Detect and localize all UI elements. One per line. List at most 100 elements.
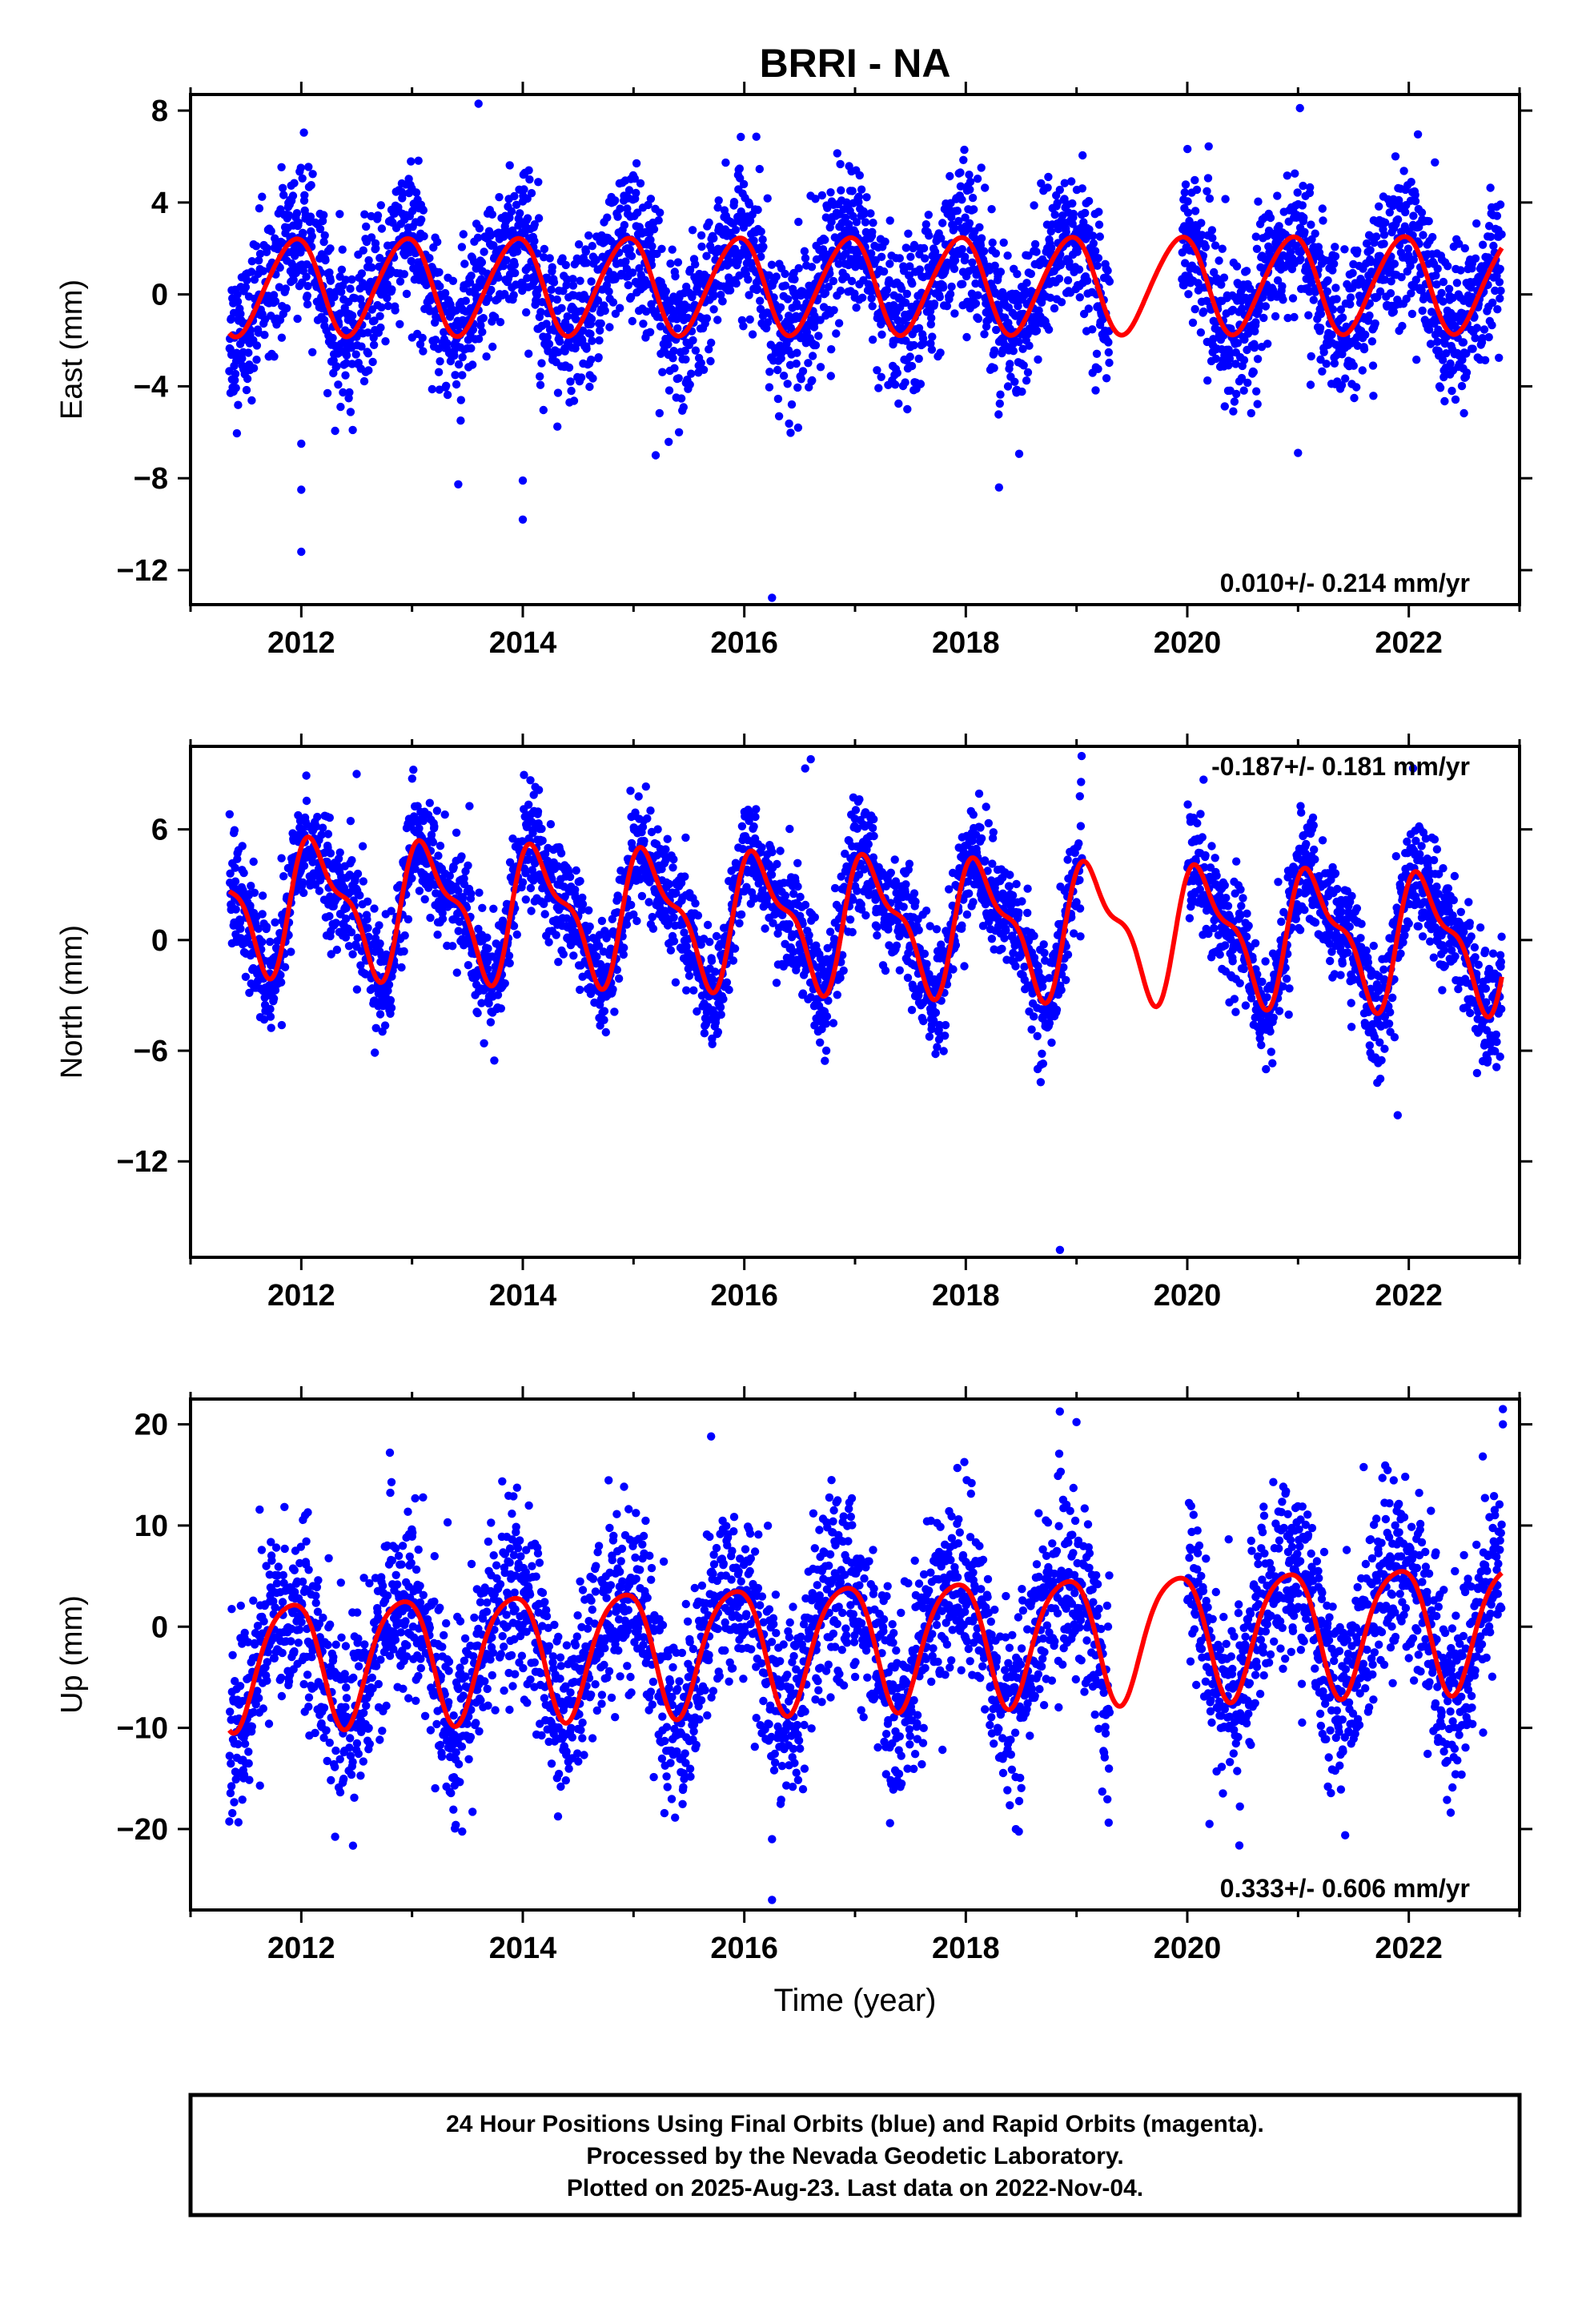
data-point	[975, 223, 984, 231]
data-point	[1331, 251, 1340, 261]
data-point	[1201, 243, 1211, 251]
data-point	[776, 303, 785, 312]
data-point	[916, 380, 926, 388]
data-point	[797, 375, 805, 384]
data-point	[255, 249, 265, 259]
data-point	[537, 824, 546, 834]
data-point	[714, 196, 723, 205]
data-point	[1330, 259, 1339, 268]
data-point	[334, 380, 343, 389]
data-point	[965, 171, 974, 179]
data-point	[458, 352, 467, 362]
data-point	[666, 259, 675, 268]
data-point	[1390, 259, 1399, 268]
data-point	[794, 217, 803, 227]
data-point	[402, 289, 412, 299]
data-point	[561, 260, 570, 270]
data-points	[225, 99, 1506, 602]
data-point	[689, 986, 698, 995]
data-point	[721, 158, 730, 167]
data-point	[857, 185, 866, 194]
data-point	[255, 204, 264, 213]
data-point	[536, 308, 545, 316]
data-point	[1215, 256, 1223, 265]
data-point	[1278, 282, 1287, 291]
data-point	[320, 231, 329, 240]
data-point	[270, 352, 279, 361]
data-point	[452, 968, 461, 977]
data-point	[756, 296, 765, 305]
data-point	[1197, 219, 1206, 227]
data-point	[994, 410, 1003, 419]
data-point	[1207, 226, 1217, 235]
data-point	[559, 950, 568, 959]
data-point	[560, 347, 569, 356]
data-point	[258, 192, 267, 201]
data-point	[536, 380, 545, 389]
data-point	[490, 1056, 499, 1065]
data-point	[909, 340, 918, 350]
data-point	[773, 394, 783, 404]
data-point	[238, 842, 247, 850]
data-point	[1318, 204, 1327, 213]
data-point	[1495, 353, 1504, 362]
data-point	[1484, 332, 1493, 342]
data-point	[1492, 211, 1502, 220]
data-point	[582, 344, 591, 353]
data-point	[709, 234, 718, 243]
data-point	[408, 874, 416, 883]
data-point	[977, 163, 986, 172]
data-point	[1254, 197, 1263, 206]
data-point	[380, 1021, 390, 1030]
data-point	[1409, 211, 1418, 220]
data-point	[236, 924, 245, 934]
data-point	[1298, 201, 1307, 210]
data-point	[502, 255, 511, 265]
data-point	[1306, 183, 1315, 192]
data-point	[1078, 151, 1087, 160]
data-point	[604, 287, 613, 296]
data-point	[1315, 324, 1325, 332]
data-point	[387, 1003, 396, 1012]
data-point	[990, 364, 998, 372]
data-point	[1044, 172, 1053, 182]
data-point	[1331, 243, 1339, 251]
data-point	[1239, 386, 1248, 395]
data-point	[981, 183, 990, 192]
data-point	[636, 179, 645, 188]
data-point	[707, 338, 716, 348]
data-point	[1249, 368, 1259, 376]
data-point	[1496, 200, 1505, 209]
data-point	[364, 366, 373, 375]
data-point	[1032, 247, 1041, 256]
data-point	[1399, 167, 1408, 175]
data-point	[958, 195, 966, 204]
data-point	[436, 282, 444, 291]
data-point	[996, 267, 1006, 276]
data-point	[1369, 392, 1378, 400]
data-point	[1075, 293, 1085, 302]
data-point	[342, 351, 351, 360]
data-point	[1032, 326, 1042, 336]
data-point	[581, 247, 590, 256]
data-point	[921, 254, 930, 263]
data-point	[748, 330, 757, 339]
data-point	[1348, 268, 1357, 278]
data-point	[1191, 175, 1199, 185]
data-point	[1472, 219, 1481, 228]
data-point	[1218, 244, 1227, 253]
data-point	[1433, 264, 1442, 273]
data-point	[284, 211, 294, 219]
data-point	[249, 364, 259, 372]
data-point	[848, 187, 857, 195]
data-point	[450, 351, 459, 360]
data-point	[1220, 402, 1230, 411]
data-point	[703, 920, 713, 930]
data-point	[303, 300, 312, 309]
data-point	[601, 1027, 610, 1037]
data-point	[699, 365, 709, 374]
data-point	[1196, 328, 1206, 337]
data-point	[432, 806, 442, 815]
data-point	[1361, 330, 1370, 340]
data-point	[1054, 274, 1064, 283]
